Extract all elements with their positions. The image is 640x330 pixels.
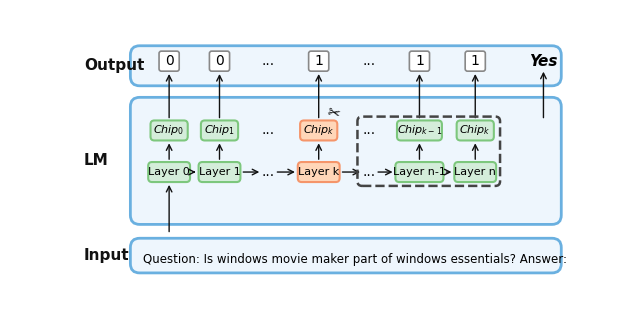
FancyBboxPatch shape bbox=[159, 51, 179, 71]
Text: $\it{Chip}_{k}$: $\it{Chip}_{k}$ bbox=[303, 123, 335, 138]
Text: Layer n-1: Layer n-1 bbox=[393, 167, 446, 177]
FancyBboxPatch shape bbox=[410, 51, 429, 71]
Text: Question: Is windows movie maker part of windows essentials? Answer:: Question: Is windows movie maker part of… bbox=[143, 252, 567, 266]
Text: Layer n: Layer n bbox=[454, 167, 496, 177]
Text: Output: Output bbox=[84, 58, 144, 73]
FancyBboxPatch shape bbox=[148, 162, 190, 182]
FancyBboxPatch shape bbox=[298, 162, 340, 182]
FancyBboxPatch shape bbox=[308, 51, 329, 71]
FancyBboxPatch shape bbox=[150, 120, 188, 141]
Text: Layer k: Layer k bbox=[298, 167, 339, 177]
Text: Yes: Yes bbox=[529, 54, 557, 69]
FancyBboxPatch shape bbox=[396, 162, 444, 182]
Text: Layer 0: Layer 0 bbox=[148, 167, 190, 177]
FancyBboxPatch shape bbox=[465, 51, 485, 71]
FancyBboxPatch shape bbox=[131, 97, 561, 224]
FancyBboxPatch shape bbox=[198, 162, 241, 182]
Text: ...: ... bbox=[262, 165, 275, 179]
FancyBboxPatch shape bbox=[457, 120, 494, 141]
FancyBboxPatch shape bbox=[454, 162, 496, 182]
Text: $\it{Chip}_{k}$: $\it{Chip}_{k}$ bbox=[460, 123, 491, 138]
Text: ...: ... bbox=[362, 123, 376, 138]
Text: $\it{Chip}_{k-1}$: $\it{Chip}_{k-1}$ bbox=[397, 123, 442, 138]
Text: ...: ... bbox=[362, 165, 376, 179]
Text: ...: ... bbox=[262, 54, 275, 68]
Text: 1: 1 bbox=[314, 54, 323, 68]
Text: ...: ... bbox=[362, 54, 376, 68]
Text: 1: 1 bbox=[471, 54, 480, 68]
Text: $\it{Chip}_{0}$: $\it{Chip}_{0}$ bbox=[154, 123, 185, 138]
Text: ✂: ✂ bbox=[324, 105, 340, 122]
FancyBboxPatch shape bbox=[201, 120, 238, 141]
Text: Input: Input bbox=[84, 248, 129, 263]
Text: LM: LM bbox=[84, 153, 109, 168]
Text: Layer 1: Layer 1 bbox=[198, 167, 241, 177]
FancyBboxPatch shape bbox=[300, 120, 337, 141]
Text: 1: 1 bbox=[415, 54, 424, 68]
FancyBboxPatch shape bbox=[397, 120, 442, 141]
FancyBboxPatch shape bbox=[131, 46, 561, 86]
Text: 0: 0 bbox=[164, 54, 173, 68]
FancyBboxPatch shape bbox=[209, 51, 230, 71]
Text: 0: 0 bbox=[215, 54, 224, 68]
Text: $\it{Chip}_{1}$: $\it{Chip}_{1}$ bbox=[204, 123, 235, 138]
FancyBboxPatch shape bbox=[131, 238, 561, 273]
Text: ...: ... bbox=[262, 123, 275, 138]
